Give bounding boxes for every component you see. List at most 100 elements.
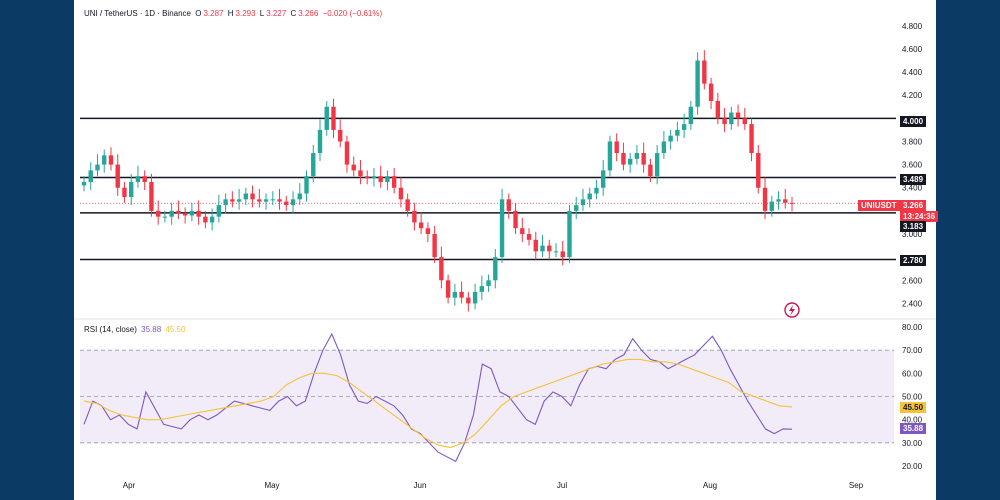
x-tick-label: Jul	[557, 481, 567, 490]
price-tick-label: 2.400	[902, 299, 923, 308]
candle-body	[526, 234, 532, 240]
candle-body	[594, 187, 599, 194]
candle-body	[209, 216, 215, 223]
open-value: 3.287	[203, 9, 224, 18]
rsi-title: RSI (14, close)	[84, 325, 137, 334]
candle-body	[412, 210, 417, 223]
candle-body	[513, 210, 518, 229]
candle-body	[371, 176, 377, 179]
level-tag-4000: 4.000	[900, 116, 927, 127]
candle-body	[398, 187, 404, 200]
candle-body	[243, 193, 249, 200]
candle-body	[284, 201, 289, 206]
rsi-tick-label: 40.00	[902, 416, 923, 425]
candle-body	[115, 164, 120, 188]
lightning-icon	[784, 302, 800, 318]
candle-body	[149, 181, 154, 211]
candle-body	[661, 141, 667, 154]
price-tick-label: 3.000	[902, 230, 923, 239]
candle-body	[257, 199, 262, 202]
candle-body	[230, 199, 235, 202]
level-tag-3489: 3.489	[900, 174, 927, 185]
candle-body	[88, 170, 93, 182]
candle-body	[304, 176, 309, 194]
candle-body	[769, 201, 774, 211]
candle-body	[540, 245, 545, 252]
candle-body	[587, 193, 592, 200]
candle-body	[702, 60, 707, 84]
candle-body	[776, 199, 781, 202]
candle-body	[547, 245, 552, 252]
rsi-tick-label: 50.00	[902, 393, 923, 402]
candle-body	[533, 239, 538, 252]
close-value: 3.266	[298, 9, 319, 18]
price-tag: 3.266	[900, 200, 927, 211]
candle-body	[486, 280, 491, 287]
candle-body	[749, 124, 754, 154]
candle-body	[493, 257, 498, 281]
rsi-ma-legend-value: 45.50	[165, 325, 186, 334]
change-value: −0.020 (−0.61%)	[322, 9, 383, 18]
candle-body	[203, 216, 208, 223]
candle-body	[290, 199, 296, 206]
price-tick-label: 4.800	[902, 22, 923, 31]
candle-body	[466, 297, 471, 304]
candle-body	[196, 210, 201, 217]
candle-body	[331, 106, 336, 130]
price-tick-label: 4.200	[902, 91, 923, 100]
candle-body	[789, 202, 795, 204]
lightning-icon-bolt	[789, 305, 795, 316]
candle-body	[351, 164, 356, 171]
rsi-tick-label: 20.00	[902, 462, 923, 471]
candle-body	[439, 257, 444, 281]
candle-body	[729, 112, 734, 125]
candle-body	[614, 141, 619, 154]
price-legend: UNI / TetherUS · 1D · Binance O 3.287 H 3.…	[84, 9, 383, 18]
rsi-line	[83, 332, 793, 463]
candle-body	[668, 135, 673, 142]
x-tick-label: Sep	[849, 481, 864, 490]
candle-body	[297, 193, 302, 200]
x-tick-label: Apr	[123, 481, 136, 490]
rsi-legend-value: 35.88	[141, 325, 162, 334]
x-tick-label: Jun	[414, 481, 427, 490]
candle-body	[311, 153, 316, 177]
candle-body	[338, 129, 343, 142]
price-tick-label: 2.600	[902, 276, 923, 285]
candle-body	[735, 112, 741, 119]
candle-body	[580, 199, 586, 206]
candle-body	[654, 153, 660, 177]
candle-body	[122, 187, 127, 197]
candle-body	[607, 141, 613, 171]
price-tick-label: 3.800	[902, 137, 923, 146]
candle-body	[520, 228, 525, 235]
candle-body	[155, 210, 161, 217]
candle-body	[621, 153, 626, 165]
candle-body	[277, 199, 282, 202]
price-tick-label: 4.600	[902, 45, 923, 54]
candle-body	[108, 155, 114, 165]
candle-body	[688, 106, 694, 125]
rsi-tick-label: 70.00	[902, 346, 923, 355]
price-tick-label: 3.600	[902, 161, 923, 170]
rsi-tick-label: 60.00	[902, 369, 923, 378]
chart-panel: 4.800 4.600 4.400 4.200 3.800 3.600 3.400 3.000…	[74, 0, 939, 500]
candle-body	[432, 234, 437, 258]
candle-body	[391, 176, 397, 188]
candle-body	[263, 199, 269, 202]
rsi-legend: RSI (14, close) 35.88 45.50	[84, 325, 187, 334]
candle-body	[95, 164, 100, 171]
level-tag-3183: 3.183	[900, 221, 927, 232]
candle-body	[223, 199, 228, 206]
candle-body	[445, 280, 451, 298]
candle-body	[452, 291, 458, 298]
candle-body	[648, 164, 653, 177]
candle-body	[479, 286, 485, 292]
candle-body	[250, 193, 255, 200]
candle-body	[102, 155, 107, 165]
candle-body	[675, 129, 680, 136]
chart-canvas[interactable]: 4.800 4.600 4.400 4.200 3.800 3.600 3.400 3.000…	[74, 0, 936, 500]
candle-body	[715, 100, 721, 119]
rsi-ma-line	[83, 358, 793, 449]
low-value: 3.227	[266, 9, 287, 18]
